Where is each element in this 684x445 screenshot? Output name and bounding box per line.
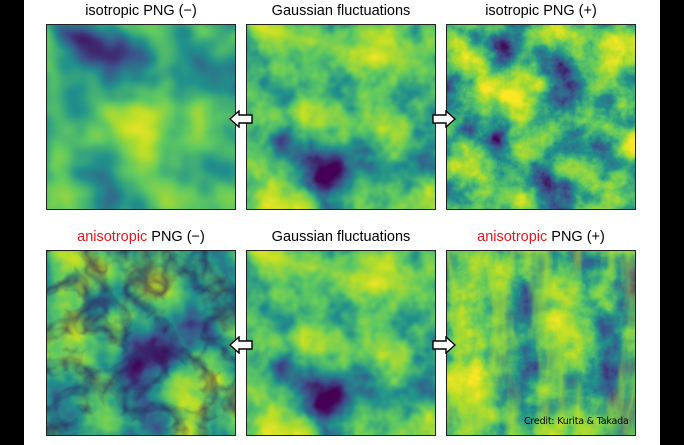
map-gaussian-top: [246, 24, 436, 210]
noise-map: [47, 25, 235, 209]
title-text: Gaussian fluctuations: [271, 229, 411, 245]
noise-map: [247, 25, 435, 209]
arrow-right-icon: [432, 336, 456, 354]
map-gaussian-bottom: [246, 250, 436, 436]
title-isotropic-plus: isotropic PNG (+): [446, 0, 636, 22]
map-anisotropic-minus: [46, 250, 236, 436]
title-anisotropic-plus: anisotropic PNG (+): [446, 226, 636, 248]
title-gaussian-top: Gaussian fluctuations: [246, 0, 436, 22]
title-text: PNG (+): [547, 229, 605, 245]
title-text: isotropic PNG (+): [485, 3, 597, 19]
noise-map: [47, 251, 235, 435]
title-text: isotropic PNG (−): [85, 3, 197, 19]
map-isotropic-minus: [46, 24, 236, 210]
title-accent: anisotropic: [477, 229, 548, 245]
title-gaussian-bottom: Gaussian fluctuations: [246, 226, 436, 248]
map-anisotropic-plus: [446, 250, 636, 436]
title-text: PNG (−): [147, 229, 205, 245]
arrow-right-icon: [432, 110, 456, 128]
noise-map: [447, 251, 635, 435]
noise-map: [247, 251, 435, 435]
map-isotropic-plus: [446, 24, 636, 210]
arrow-left-icon: [229, 110, 253, 128]
title-isotropic-minus: isotropic PNG (−): [46, 0, 236, 22]
title-accent: anisotropic: [77, 229, 148, 245]
title-anisotropic-minus: anisotropic PNG (−): [46, 226, 236, 248]
arrow-left-icon: [229, 336, 253, 354]
noise-map: [447, 25, 635, 209]
figure-sheet: isotropic PNG (−) Gaussian fluctuations …: [24, 0, 660, 445]
credit-text: Credit: Kurita & Takada: [524, 416, 629, 427]
title-text: Gaussian fluctuations: [271, 3, 411, 19]
